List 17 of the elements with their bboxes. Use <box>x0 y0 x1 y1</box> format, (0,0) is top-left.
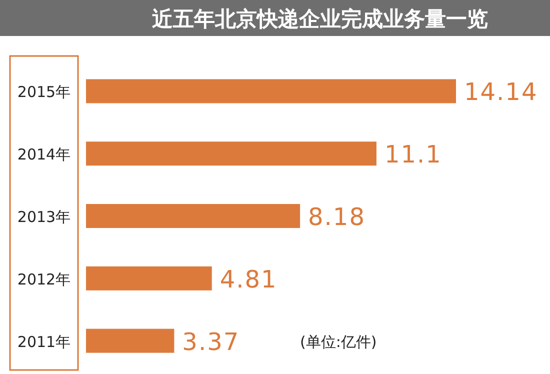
data-label: 14.14 <box>464 78 538 106</box>
bar <box>86 328 174 353</box>
y-tick-label: 2012年 <box>17 270 71 288</box>
bar <box>86 142 376 166</box>
y-tick-label: 2014年 <box>17 146 71 164</box>
data-label: 3.37 <box>182 328 240 356</box>
y-tick-label: 2015年 <box>17 83 71 102</box>
annotation: (单位:亿件) <box>300 332 377 351</box>
y-tick-label: 2013年 <box>17 208 71 226</box>
y-tick-label: 2011年 <box>17 332 71 351</box>
data-label: 8.18 <box>308 203 366 231</box>
bar <box>86 204 300 228</box>
bar <box>86 266 212 290</box>
data-label: 11.1 <box>384 140 442 169</box>
chart-title: 近五年北京快递企业完成业务量一览 <box>151 7 488 31</box>
bar <box>86 79 456 104</box>
data-label: 4.81 <box>220 265 278 294</box>
